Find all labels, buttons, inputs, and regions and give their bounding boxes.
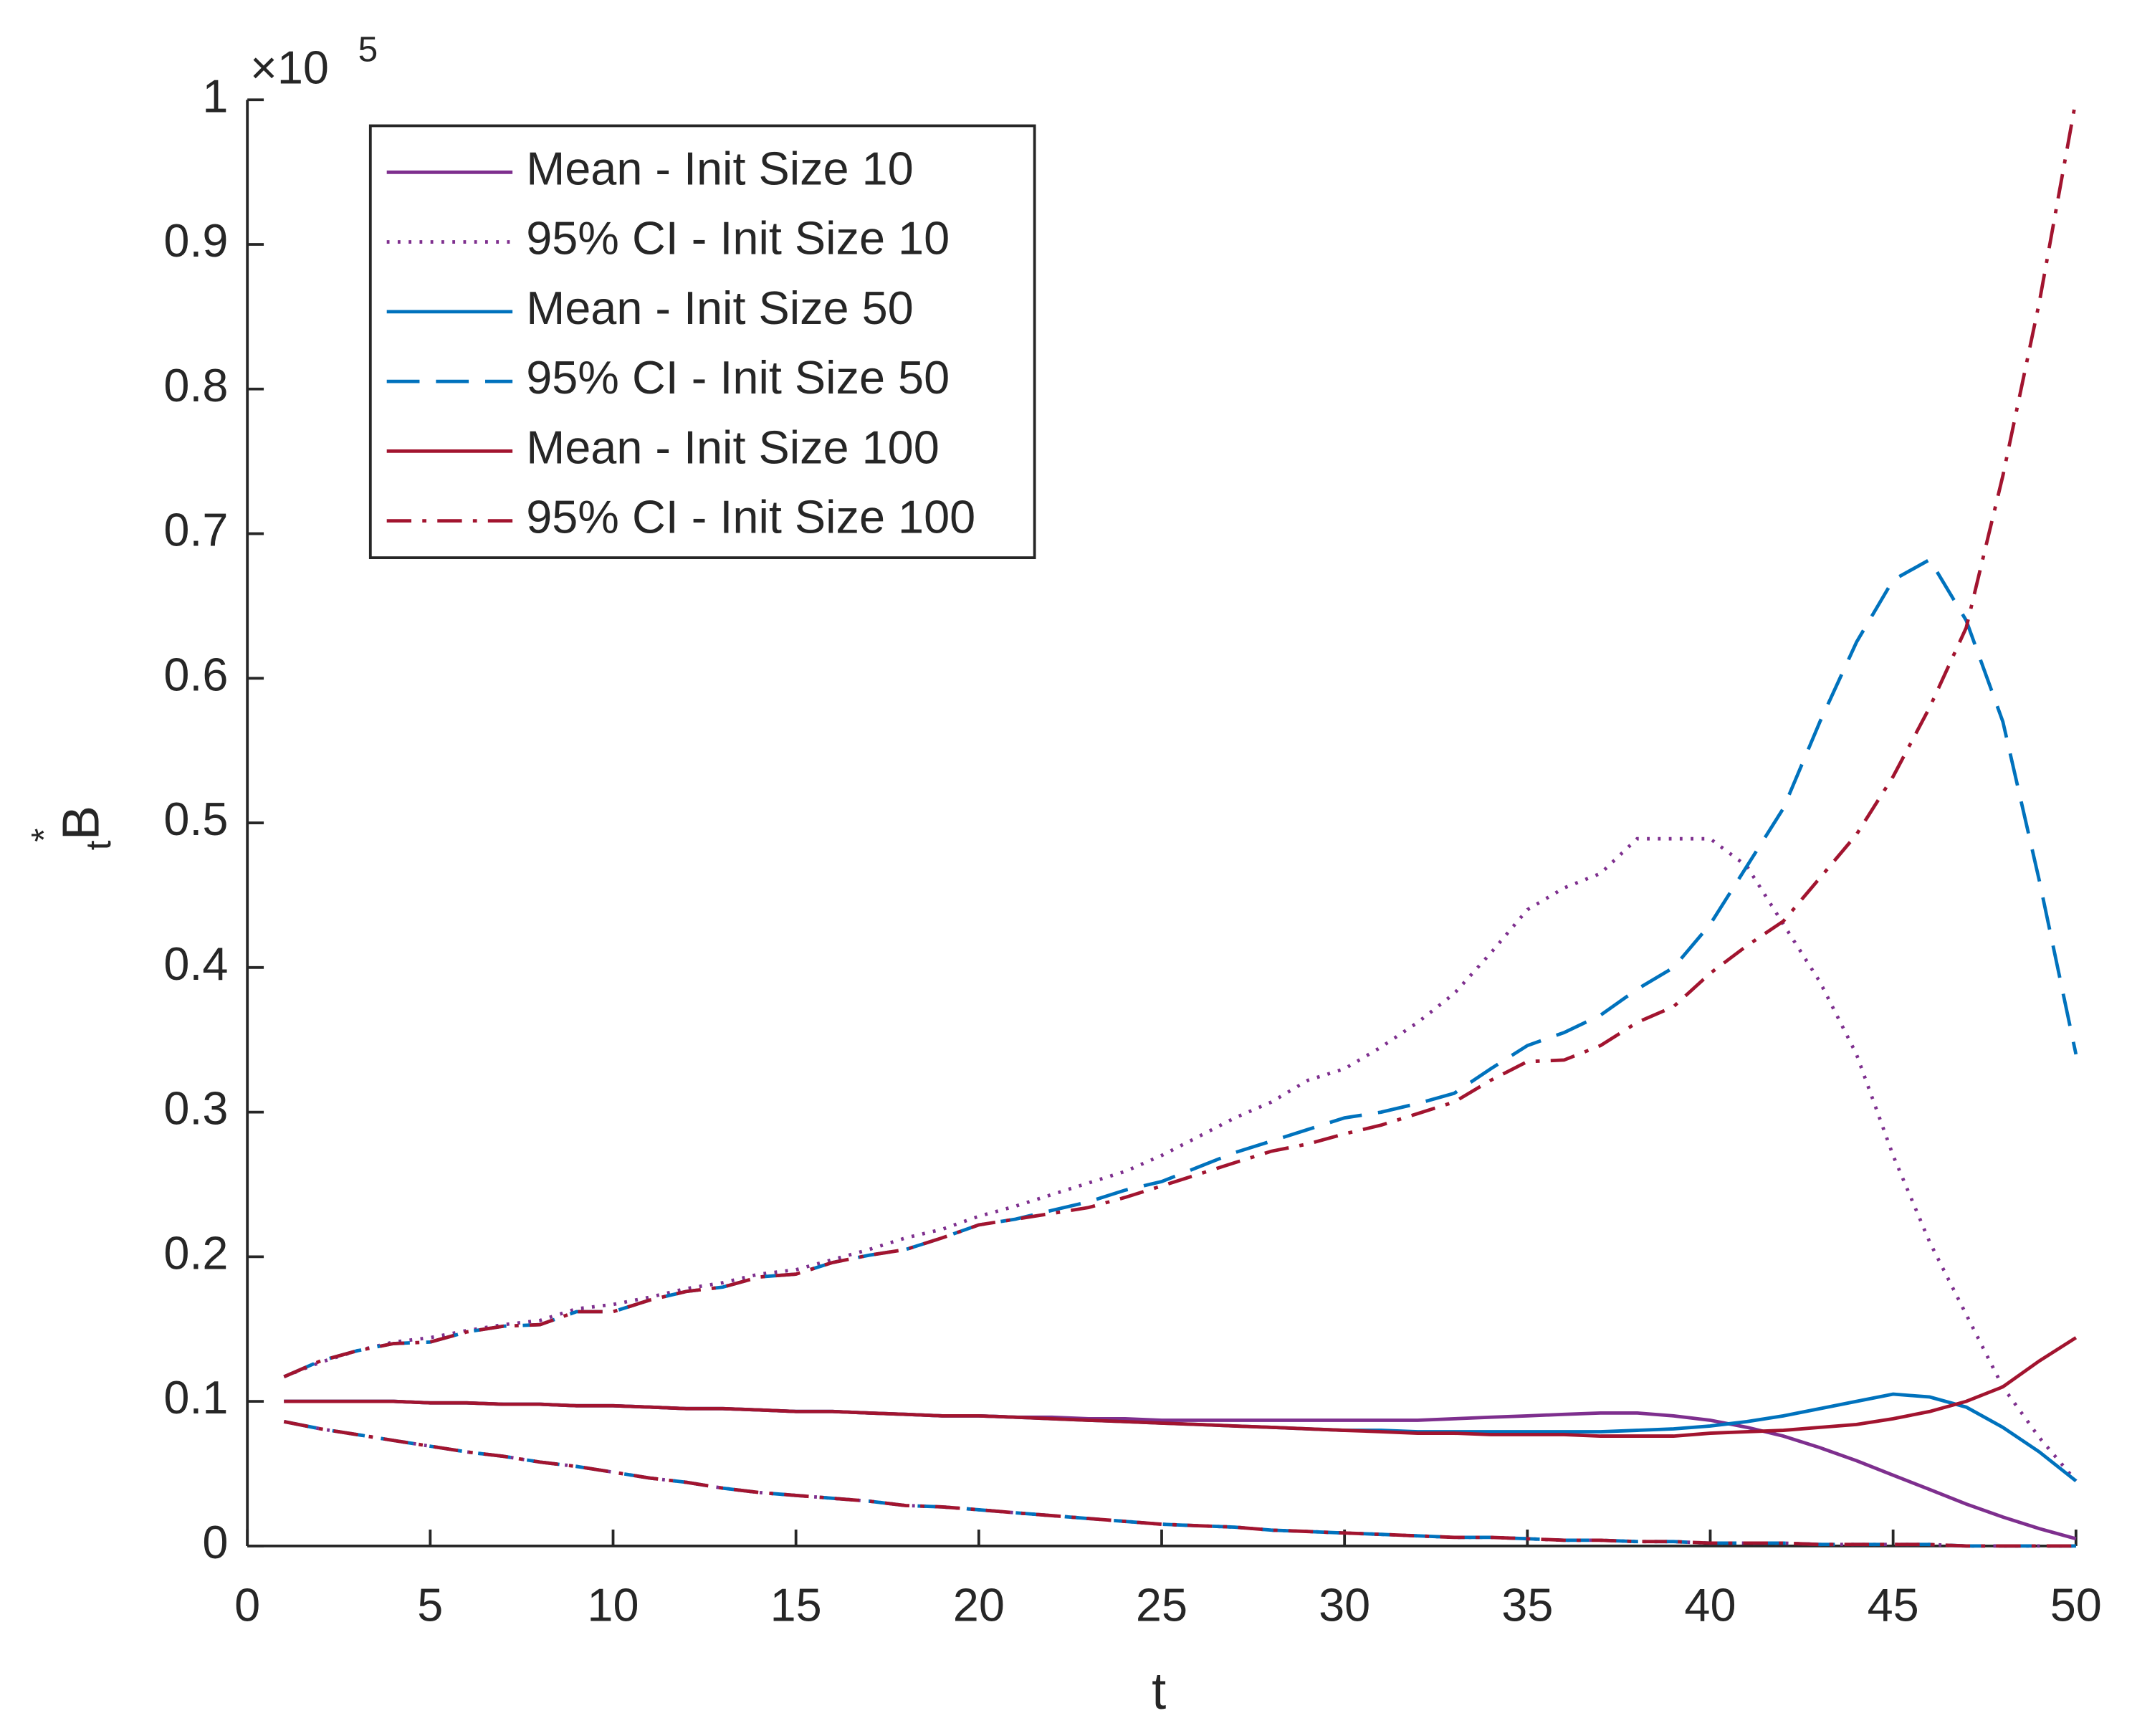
y-exponent: 5 (358, 29, 378, 70)
legend-label: Mean - Init Size 50 (526, 282, 914, 334)
series-line (283, 836, 2078, 1482)
y-label-sup: * (24, 828, 64, 841)
x-tick-label: 15 (770, 1579, 822, 1631)
y-tick-label: 0.1 (163, 1371, 228, 1423)
y-tick-label: 0.4 (163, 938, 228, 990)
y-tick-label: 0.3 (163, 1082, 228, 1135)
y-tick-label: 0.6 (163, 648, 228, 700)
legend-label: Mean - Init Size 10 (526, 142, 914, 194)
x-tick-label: 45 (1868, 1579, 1919, 1631)
x-axis-label: t (1152, 1662, 1166, 1720)
series-line (284, 1336, 2078, 1438)
x-tick-label: 0 (234, 1579, 260, 1631)
x-tick-label: 30 (1319, 1579, 1370, 1631)
legend-label: Mean - Init Size 100 (526, 421, 940, 473)
y-tick-label: 0.8 (163, 359, 228, 411)
x-tick-label: 50 (2050, 1579, 2102, 1631)
y-tick-label: 0.9 (163, 214, 228, 267)
y-tick-label: 0.7 (163, 504, 228, 556)
legend-box (368, 124, 1036, 560)
y-axis-label: B t * (24, 806, 118, 850)
series-line (283, 99, 2078, 1378)
x-tick-label: 20 (953, 1579, 1005, 1631)
y-tick-label: 1 (202, 70, 228, 122)
y-tick-label: 0 (202, 1516, 228, 1568)
x-tick-label: 25 (1136, 1579, 1187, 1631)
x-tick-label: 10 (587, 1579, 639, 1631)
x-tick-label: 35 (1501, 1579, 1553, 1631)
legend-label: 95% CI - Init Size 10 (526, 212, 950, 264)
y-label-main: B (52, 806, 110, 840)
y-tick-label: 0.5 (163, 793, 228, 845)
series-line (283, 1420, 2076, 1548)
x-tick-label: 5 (417, 1579, 443, 1631)
x-tick-label: 40 (1684, 1579, 1736, 1631)
y-tick-label: 0.2 (163, 1226, 228, 1279)
y-label-sub: t (78, 840, 118, 850)
legend-label: 95% CI - Init Size 100 (526, 491, 975, 543)
legend-label: 95% CI - Init Size 50 (526, 351, 950, 404)
y-exponent-base: ×10 (250, 41, 329, 93)
